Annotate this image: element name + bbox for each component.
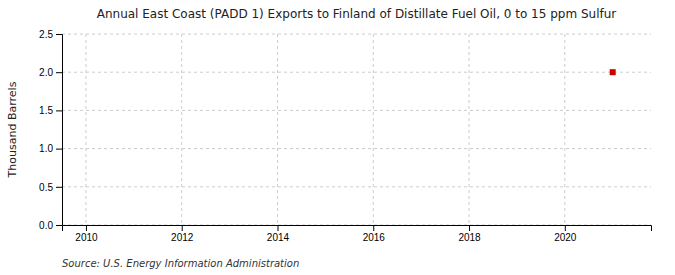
x-tick: 2016 [363, 225, 386, 243]
y-grid-line [62, 34, 651, 35]
y-tick-mark [56, 225, 62, 226]
source: Source: U.S. Energy Information Administ… [62, 258, 299, 269]
x-grid-line [469, 34, 470, 225]
y-tick-label: 0.0 [39, 220, 53, 231]
y-grid-line [62, 110, 651, 111]
grid [62, 34, 651, 225]
x-grid-line [564, 34, 565, 225]
x-tick: 2012 [171, 225, 194, 243]
y-grid-line [62, 148, 651, 149]
y-tick: 1.0 [39, 143, 62, 154]
point [610, 69, 616, 75]
y-tick: 1.5 [39, 105, 62, 116]
y-grid-line [62, 72, 651, 73]
y-tick: 2.5 [39, 29, 62, 40]
y-tick: 0.0 [39, 220, 62, 231]
x-tick-label: 2020 [554, 232, 577, 243]
y-tick: 2.0 [39, 67, 62, 78]
y-tick-label: 2.0 [39, 67, 53, 78]
y-tick-label: 1.5 [39, 105, 53, 116]
y-tick-label: 1.0 [39, 143, 53, 154]
x-tick-mark [469, 225, 470, 231]
x-grid-line [85, 34, 86, 225]
x-tick-label: 2014 [267, 232, 290, 243]
x-tick-mark [182, 225, 183, 231]
x-tick-mark [565, 225, 566, 231]
y-tick-mark [56, 110, 62, 111]
x-tick-label: 2010 [75, 232, 98, 243]
x-tick-mark [373, 225, 374, 231]
y-axis-line [56, 35, 63, 226]
x-tick: 2014 [267, 225, 290, 243]
x-axis: 2010 2012 2014 2016 2018 2020 [63, 225, 652, 243]
x-grid-line [373, 34, 374, 225]
y-axis: 0.0 0.5 1.0 1.5 2.0 2.5 [39, 29, 62, 231]
x-grid-line [277, 34, 278, 225]
x-tick: 2010 [75, 225, 98, 243]
y-tick-label: 0.5 [39, 182, 53, 193]
x-axis-line [63, 226, 652, 232]
x-tick-label: 2012 [171, 232, 194, 243]
points [610, 69, 616, 75]
y-tick: 0.5 [39, 182, 62, 193]
x-tick: 2018 [458, 225, 481, 243]
y-tick-mark [56, 187, 62, 188]
y-tick-mark [56, 149, 62, 150]
title: Annual East Coast (PADD 1) Exports to Fi… [97, 7, 617, 21]
x-tick-mark [277, 225, 278, 231]
x-tick-label: 2018 [458, 232, 481, 243]
x-tick: 2020 [554, 225, 577, 243]
x-tick-label: 2016 [363, 232, 386, 243]
plot: 2010 2012 2014 2016 2018 2020 0.0 0.5 1.0 1.5 2.0 2… [39, 29, 651, 243]
y-grid-line [62, 186, 651, 187]
y-tick-mark [56, 72, 62, 73]
x-grid-line [181, 34, 182, 225]
chart: 2010 2012 2014 2016 2018 2020 0.0 0.5 1.0 1.5 2.0 2… [0, 0, 675, 275]
y-tick-label: 2.5 [39, 29, 53, 40]
y-axis-title: Thousand Barrels [6, 81, 19, 178]
y-tick-mark [56, 34, 62, 35]
x-tick-mark [86, 225, 87, 231]
